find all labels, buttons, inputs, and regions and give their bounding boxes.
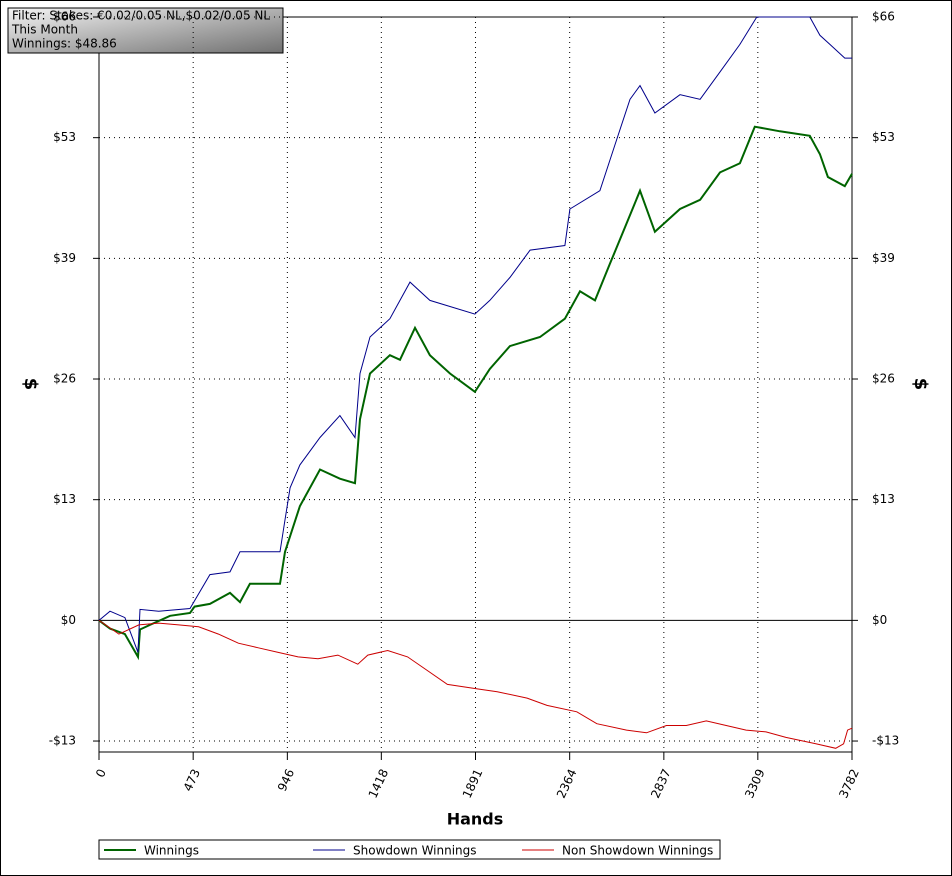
y2-tick-label: $13	[872, 492, 895, 506]
series-line	[98, 619, 853, 749]
legend	[98, 839, 721, 860]
filter-box	[7, 7, 284, 54]
y-tick-label: $66	[53, 10, 76, 24]
series-line	[98, 125, 853, 661]
legend-label: Showdown Winnings	[353, 844, 477, 858]
y2-tick-label: $66	[872, 10, 895, 24]
y2-tick-label: $39	[872, 251, 895, 265]
y2-tick-label: $26	[872, 372, 895, 386]
x-axis-label: Hands	[447, 810, 504, 829]
y2-tick-label: $53	[872, 130, 895, 144]
y-tick-label: $13	[53, 492, 76, 506]
y2-tick-label: $0	[872, 613, 887, 627]
winnings-text: Winnings: $48.86	[12, 37, 117, 51]
y2-tick-label: -$13	[872, 734, 899, 748]
y-tick-label: $39	[53, 251, 76, 265]
legend-label: Winnings	[144, 844, 199, 858]
y-tick-label: -$13	[49, 734, 76, 748]
y2-axis-label: $	[910, 378, 931, 391]
y-tick-label: $0	[61, 613, 76, 627]
y-axis-label: $	[20, 378, 41, 391]
filter-text: Filter: Stakes: €0.02/0.05 NL,$0.02/0.05…	[12, 9, 270, 23]
period-text: This Month	[11, 23, 78, 37]
y-tick-label: $53	[53, 130, 76, 144]
series-line	[98, 16, 852, 653]
y-tick-label: $26	[53, 372, 76, 386]
legend-label: Non Showdown Winnings	[562, 844, 713, 858]
